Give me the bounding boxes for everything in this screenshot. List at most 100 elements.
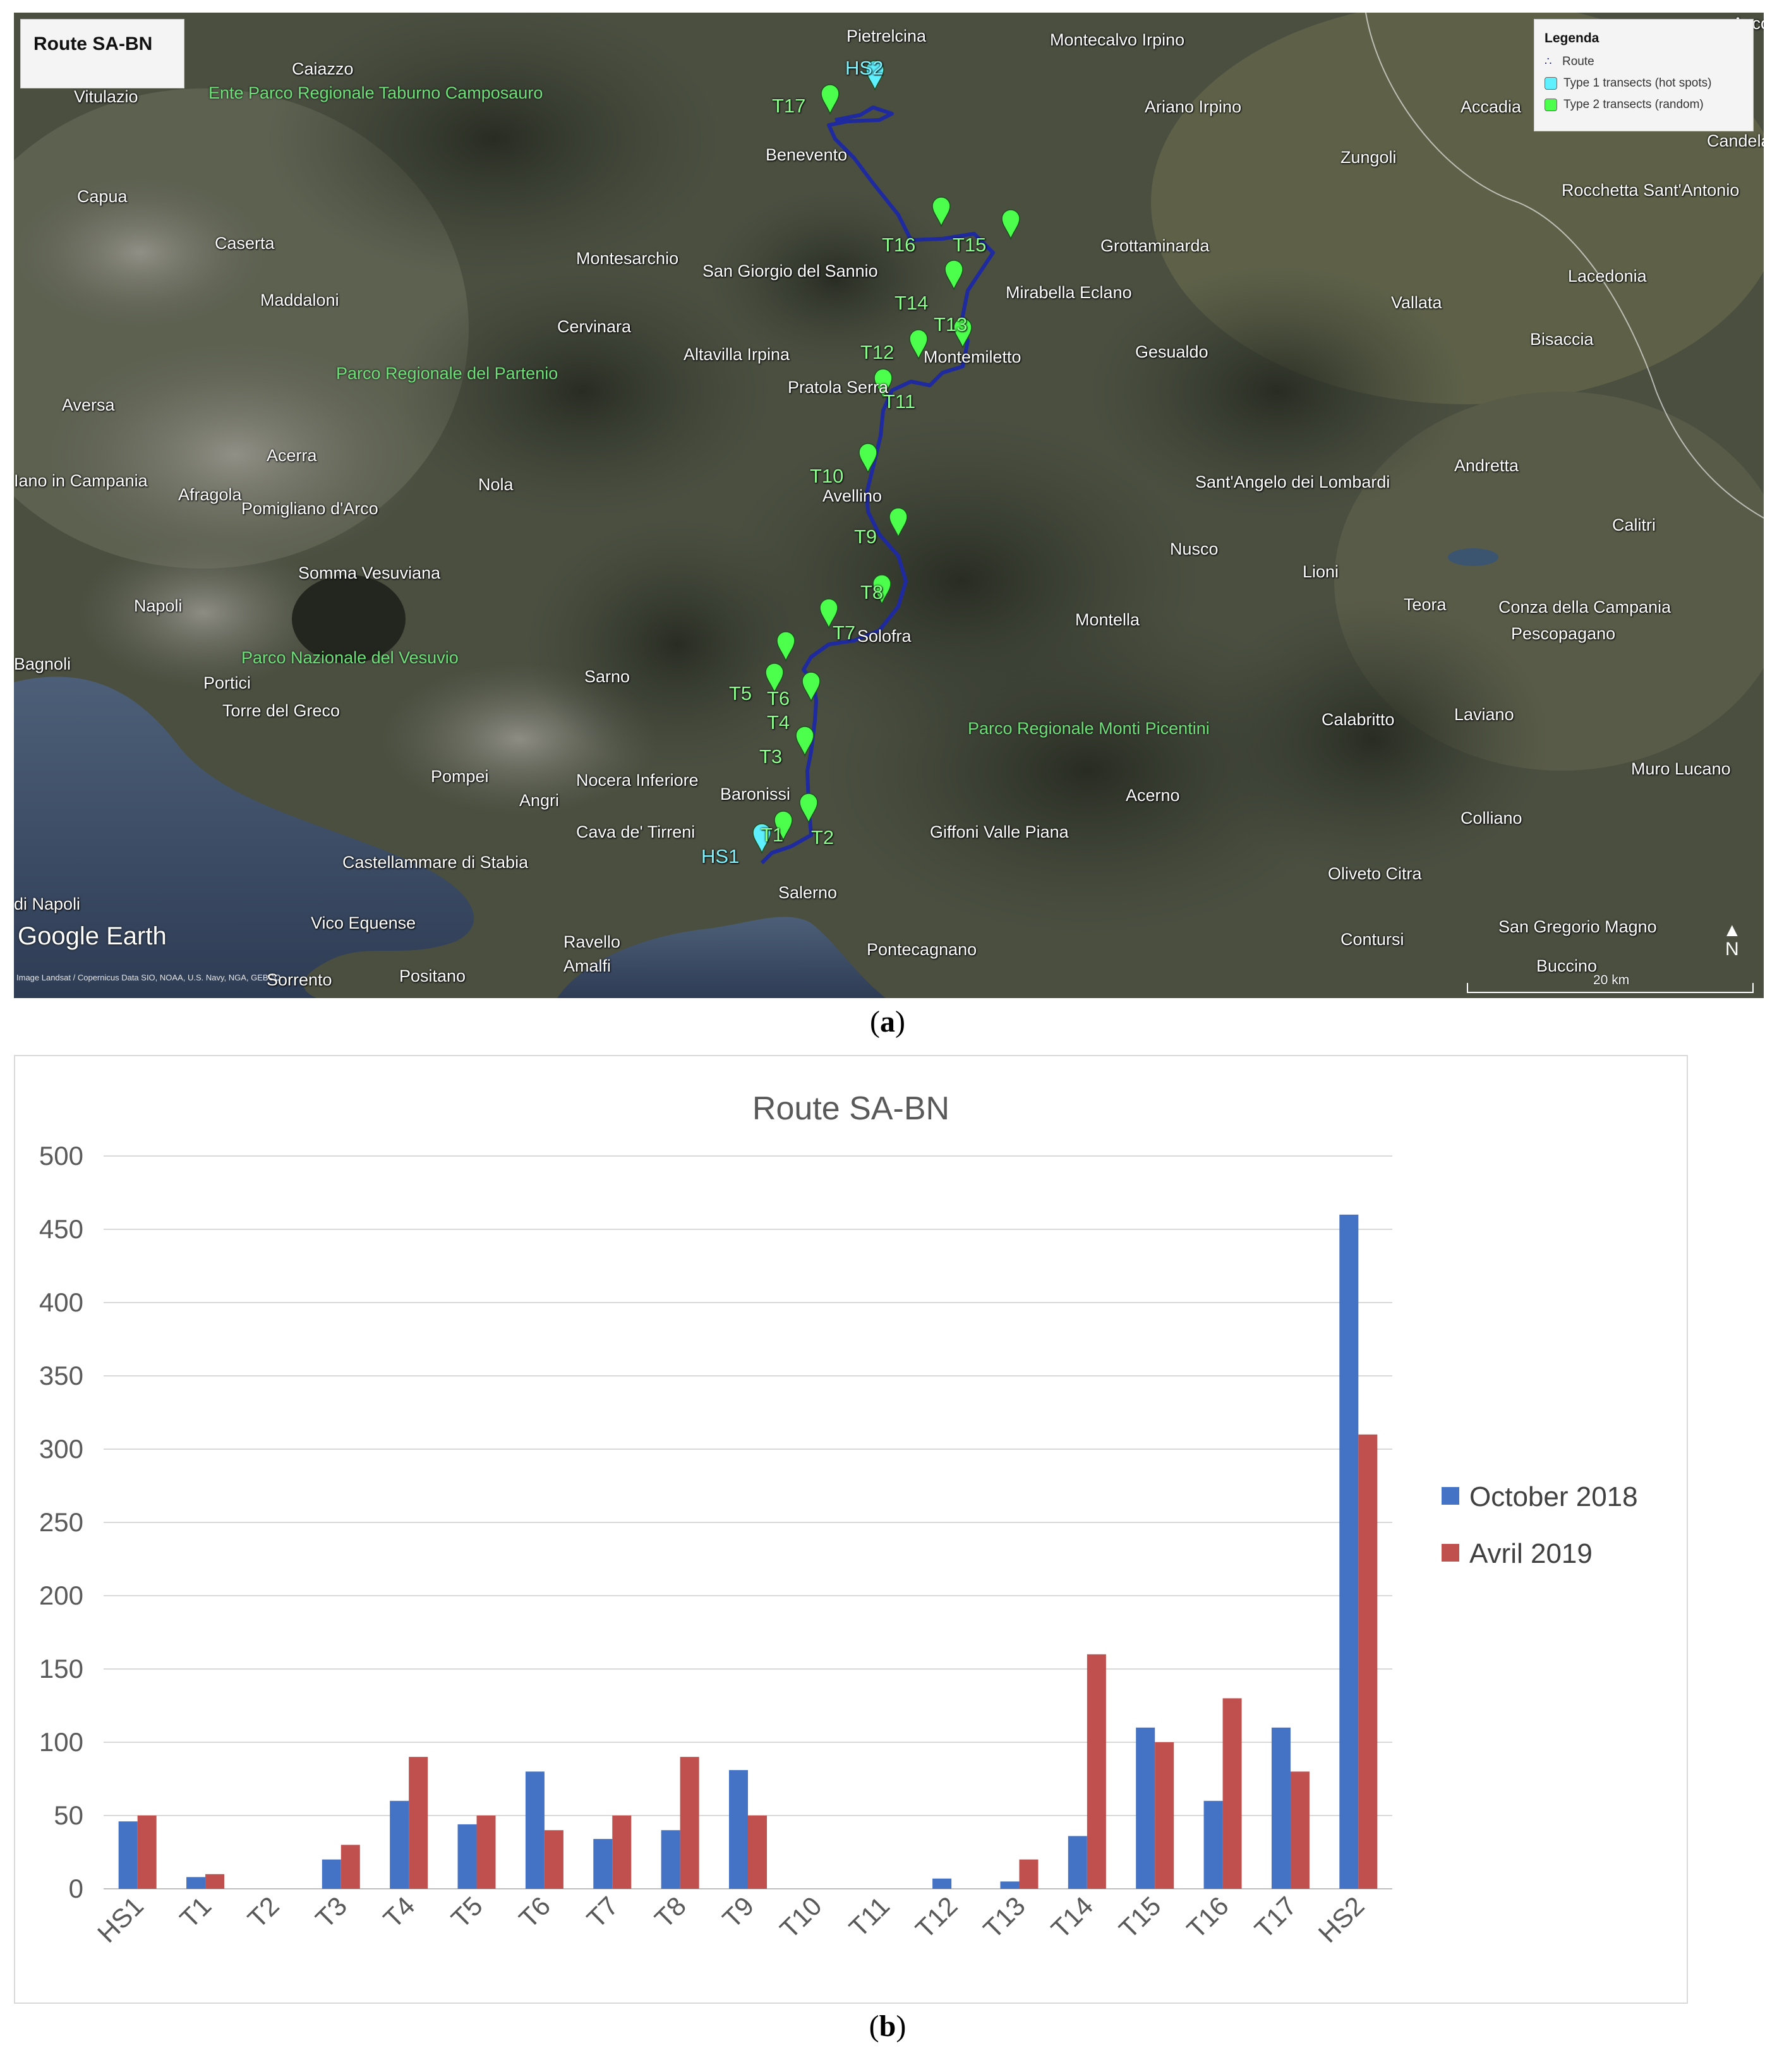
place-label: Nola	[478, 475, 514, 494]
bar-october-2018	[1136, 1727, 1155, 1889]
place-label: Acerno	[1126, 786, 1180, 805]
place-label: Caserta	[215, 234, 275, 253]
place-label: Acerra	[267, 446, 317, 465]
transect-label: T8	[860, 581, 884, 603]
place-label: Vitulazio	[74, 87, 138, 106]
map-pin-icon	[776, 631, 795, 662]
map-legend-title: Legenda	[1545, 31, 1599, 45]
bar-october-2018	[1271, 1727, 1291, 1889]
place-label: Candela	[1707, 131, 1764, 150]
place-label: Afragola	[178, 485, 242, 504]
transect-label: T4	[767, 711, 790, 733]
scale-label: 20 km	[1593, 973, 1630, 987]
place-label: Portici	[203, 673, 251, 692]
google-earth-logo: Google Earth	[18, 922, 167, 950]
y-tick-label: 0	[69, 1874, 83, 1903]
map-pin-icon	[909, 329, 928, 360]
y-tick-label: 450	[39, 1214, 83, 1244]
legend-label: Avril 2019	[1469, 1538, 1593, 1569]
place-label: Angri	[519, 791, 560, 810]
bar-october-2018	[186, 1877, 206, 1889]
transect-label: T15	[953, 234, 987, 256]
place-label: Bagnoli	[14, 654, 71, 673]
place-label: Amalfi	[563, 956, 611, 975]
map-legend-type2: Type 2 transects (random)	[1545, 98, 1704, 112]
map-pin-icon	[774, 810, 793, 841]
place-label: Montesarchio	[576, 249, 679, 268]
type1-swatch-icon	[1545, 76, 1557, 90]
y-tick-label: 50	[54, 1800, 83, 1830]
x-tick-label: T3	[310, 1891, 352, 1934]
transect-label: T14	[895, 292, 929, 314]
place-label: Zungoli	[1340, 148, 1397, 167]
bar-october-2018	[390, 1800, 409, 1889]
map-pin-icon	[799, 793, 818, 824]
place-label: Pescopagano	[1511, 624, 1616, 643]
x-tick-label: T5	[445, 1891, 488, 1934]
place-label: Andretta	[1454, 456, 1519, 475]
transect-label: T17	[772, 95, 806, 117]
x-tick-label: T6	[513, 1891, 556, 1934]
place-label: Castellammare di Stabia	[342, 853, 529, 872]
y-tick-label: 250	[39, 1507, 83, 1537]
map-legend: Legenda ∴ Route Type 1 transects (hot spo…	[1534, 19, 1754, 131]
route-line	[760, 105, 995, 865]
map-title: Route SA-BN	[33, 33, 153, 54]
map-legend-route: ∴ Route	[1545, 55, 1594, 68]
place-label: Avellino	[822, 486, 882, 505]
y-tick-label: 500	[39, 1141, 83, 1171]
park-label: Parco Regionale Monti Picentini	[968, 719, 1210, 738]
park-label: Parco Regionale del Partenio	[336, 364, 558, 383]
place-label: San Gregorio Magno	[1498, 917, 1657, 936]
place-label: Aversa	[62, 395, 115, 414]
bar-october-2018	[661, 1830, 680, 1889]
bar-october-2018	[1203, 1800, 1223, 1889]
x-tick-label: HS1	[92, 1891, 149, 1948]
place-label: Capua	[77, 187, 128, 206]
place-label: Nusco	[1170, 539, 1219, 558]
x-tick-label: T4	[378, 1891, 421, 1934]
transect-label: HS1	[701, 845, 740, 867]
bar-october-2018	[932, 1878, 952, 1889]
legend-swatch-icon	[1442, 1487, 1459, 1505]
transect-label: T11	[883, 390, 916, 413]
bar-october-2018	[1339, 1214, 1359, 1889]
park-label: Parco Nazionale del Vesuvio	[241, 648, 459, 667]
y-tick-label: 100	[39, 1727, 83, 1757]
place-label: Salerno	[778, 883, 838, 902]
bar-avril-2019	[340, 1845, 360, 1889]
bar-avril-2019	[476, 1816, 496, 1889]
bar-avril-2019	[544, 1830, 563, 1889]
map-panel: Caiazzo Vitulazio Pietrelcina Montecalvo Ir…	[14, 13, 1764, 998]
y-tick-label: 150	[39, 1654, 83, 1684]
transect-label: T3	[759, 745, 783, 768]
bar-avril-2019	[1222, 1698, 1242, 1889]
bar-avril-2019	[1019, 1859, 1039, 1889]
y-tick-label: 400	[39, 1287, 83, 1317]
map-pin-icon	[795, 726, 814, 757]
place-label: Lacedonia	[1568, 267, 1647, 286]
place-label: Torre del Greco	[222, 701, 340, 720]
route-dots-icon: ∴	[1545, 55, 1552, 68]
place-label: Accadia	[1461, 97, 1522, 116]
map-pin-icon	[944, 260, 963, 291]
place-label: Mirabella Eclano	[1006, 283, 1132, 302]
bar-october-2018	[322, 1859, 341, 1889]
place-label: Cava de' Tirreni	[576, 822, 696, 841]
caption-a: (a)	[870, 1005, 905, 1039]
legend-swatch-icon	[1442, 1544, 1459, 1562]
x-axis-ticks: HS1 T1 T2 T3 T4 T5 T6 T7 T8 T9 T10 T11 T12 T13 T14 T15 T…	[92, 1891, 1370, 1948]
place-label: Conza della Campania	[1498, 598, 1672, 617]
bars	[118, 1214, 1378, 1889]
map-pin-icon	[953, 318, 972, 349]
transect-label: T7	[833, 622, 856, 644]
place-label: Lioni	[1303, 562, 1339, 581]
transect-label: HS2	[845, 57, 884, 79]
y-tick-label: 300	[39, 1434, 83, 1464]
bar-avril-2019	[1155, 1742, 1174, 1889]
place-label: Giffoni Valle Piana	[930, 822, 1069, 841]
map-pin-icon	[821, 84, 840, 115]
place-label: Solofra	[857, 627, 912, 646]
y-tick-label: 350	[39, 1361, 83, 1390]
place-label: Montemiletto	[924, 347, 1021, 366]
